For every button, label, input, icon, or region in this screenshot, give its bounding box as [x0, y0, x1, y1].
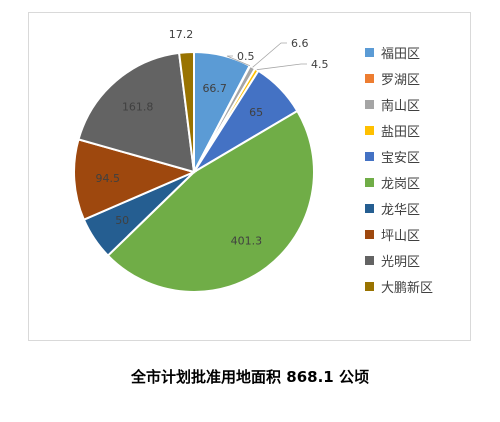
legend-swatch-8	[365, 255, 374, 265]
legend-item-5: 龙岗区	[365, 169, 465, 195]
leader-line-1	[226, 55, 251, 67]
legend-item-0: 福田区	[365, 39, 465, 65]
legend-item-2: 南山区	[365, 91, 465, 117]
legend-label-2: 南山区	[381, 98, 421, 114]
data-labels: 66.7 0.5 6.64.5 65 401.3 50 94.5 161.8 17.2	[96, 28, 329, 248]
data-label-8: 161.8	[122, 101, 154, 114]
pie-slice-8	[77, 51, 196, 174]
legend-swatch-2	[365, 99, 374, 109]
data-label-7: 94.5	[96, 172, 121, 185]
pie-slice-9	[177, 50, 195, 173]
legend-label-8: 光明区	[381, 254, 421, 270]
pie-slices	[73, 50, 315, 293]
legend: 福田区罗湖区南山区盐田区宝安区龙岗区龙华区坪山区光明区大鹏新区	[365, 39, 465, 299]
legend-swatch-5	[365, 177, 374, 187]
leader-line-3	[256, 63, 307, 71]
legend-swatch-3	[365, 125, 374, 135]
legend-label-1: 罗湖区	[381, 72, 421, 88]
legend-swatch-4	[365, 151, 374, 161]
legend-item-4: 宝安区	[365, 143, 465, 169]
pie-slice-5	[106, 109, 315, 293]
legend-swatch-6	[365, 203, 374, 213]
data-label-6: 50	[115, 214, 129, 227]
data-label-1: 0.5	[237, 50, 255, 63]
legend-swatch-1	[365, 73, 374, 83]
data-label-4: 65	[249, 106, 263, 119]
legend-label-5: 龙岗区	[381, 176, 421, 192]
chart-title: 全市计划批准用地面积 868.1 公顷	[131, 368, 369, 386]
data-label-9: 17.2	[169, 28, 194, 41]
legend-label-3: 盐田区	[381, 124, 421, 140]
data-label-3: 4.5	[311, 58, 329, 71]
legend-swatch-7	[365, 229, 374, 239]
legend-item-3: 盐田区	[365, 117, 465, 143]
chart-frame: 66.7 0.5 6.6 4.5 65 401.3 50 94.5 161.8 17.2 福田区罗…	[28, 12, 471, 341]
legend-item-1: 罗湖区	[365, 65, 465, 91]
data-label-2: 6.6	[291, 37, 309, 50]
pie-chart: 66.7 0.5 6.64.5 65 401.3 50 94.5 161.8 17.2	[73, 28, 329, 293]
legend-label-9: 大鹏新区	[381, 280, 434, 296]
legend-item-9: 大鹏新区	[365, 273, 465, 299]
leader-lines	[226, 42, 307, 71]
legend-label-7: 坪山区	[381, 228, 421, 244]
legend-item-7: 坪山区	[365, 221, 465, 247]
data-label-5: 401.3	[231, 235, 263, 248]
data-label-0: 66.7	[202, 82, 227, 95]
legend-label-0: 福田区	[381, 46, 421, 62]
pie-slice-7	[73, 138, 197, 222]
leader-line-2	[252, 42, 287, 68]
legend-label-6: 龙华区	[381, 202, 421, 218]
legend-swatch-0	[365, 47, 374, 57]
legend-swatch-9	[365, 281, 374, 291]
legend-label-4: 宝安区	[381, 150, 421, 166]
legend-item-8: 光明区	[365, 247, 465, 273]
legend-item-6: 龙华区	[365, 195, 465, 221]
